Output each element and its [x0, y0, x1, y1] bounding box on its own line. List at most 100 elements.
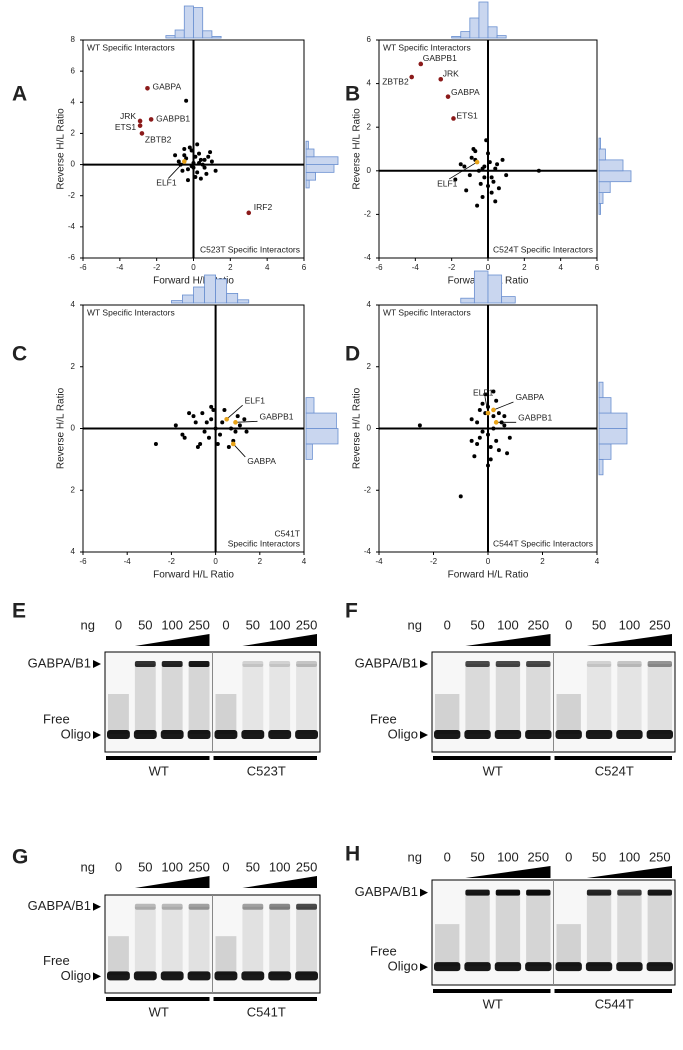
- data-point: [476, 168, 481, 173]
- band-label: Oligo: [61, 726, 91, 741]
- gel-smear: [108, 694, 129, 734]
- data-point: [496, 448, 501, 453]
- annotation: WT Specific Interactors: [87, 42, 175, 52]
- gel-band-free: [160, 971, 184, 981]
- y-histogram-bar: [598, 137, 602, 150]
- x-histogram-bar: [478, 1, 489, 39]
- data-point: [231, 438, 236, 443]
- gel-smear: [215, 694, 237, 734]
- gel-band-free: [241, 730, 265, 739]
- data-point: [494, 398, 499, 403]
- band-arrow: [93, 902, 101, 911]
- data-point: [477, 435, 482, 440]
- y-histogram-bar: [305, 140, 309, 150]
- x-histogram-bar: [215, 278, 228, 304]
- y-histogram-bar: [305, 397, 315, 414]
- y-tick-label: 2: [71, 362, 76, 371]
- group-label: WT: [149, 763, 169, 778]
- annotation: C544T Specific Interactors: [493, 538, 593, 548]
- panel-letter: A: [12, 83, 27, 106]
- gel-band-free: [268, 730, 292, 739]
- y-tick-label: 4: [367, 79, 372, 88]
- labeled-point: [137, 118, 143, 124]
- gel-band-free: [295, 971, 318, 981]
- gel-smear: [526, 892, 551, 967]
- data-point: [200, 411, 205, 416]
- labeled-point: [246, 210, 252, 216]
- gel-smear: [108, 936, 129, 976]
- gel-band-free: [555, 962, 582, 972]
- dose-label: 50: [246, 617, 260, 632]
- gel-band-free: [107, 971, 130, 981]
- dose-label: 0: [565, 617, 572, 632]
- data-point: [206, 435, 211, 440]
- data-point: [480, 166, 485, 171]
- data-point: [198, 176, 203, 181]
- data-point: [220, 420, 225, 425]
- dose-label: 0: [222, 617, 229, 632]
- y-tick-label: -2: [364, 485, 372, 494]
- gel-band-complex: [526, 889, 551, 896]
- labeled-point: [409, 74, 415, 80]
- dose-label: 0: [222, 859, 229, 874]
- y-histogram-bar: [305, 428, 339, 445]
- dose-label: 250: [649, 849, 671, 864]
- dose-label: 0: [444, 617, 451, 632]
- gel-smear: [215, 936, 237, 976]
- labeled-point: [451, 116, 456, 121]
- gel-band-free: [434, 962, 461, 972]
- gel-smear: [526, 664, 551, 734]
- data-point: [193, 154, 198, 159]
- x-tick-label: 2: [258, 557, 263, 566]
- x-tick-label: -6: [79, 263, 87, 272]
- data-point: [475, 203, 480, 208]
- y-histogram-bar: [598, 443, 612, 460]
- gel-band-complex: [188, 661, 210, 667]
- band-label: Oligo: [388, 726, 418, 741]
- x-histogram-bar: [451, 36, 462, 39]
- data-point: [500, 157, 505, 162]
- x-tick-label: 4: [595, 557, 600, 566]
- group-label: C524T: [595, 763, 634, 778]
- data-point: [486, 463, 490, 468]
- dose-unit: ng: [408, 617, 422, 632]
- gel-band-complex: [296, 661, 317, 667]
- y-tick-label: 8: [71, 35, 76, 44]
- x-tick-label: 4: [302, 557, 307, 566]
- band-arrow: [420, 963, 428, 972]
- gel-smear: [134, 664, 156, 734]
- gel-band-free: [133, 730, 157, 739]
- data-point: [182, 435, 187, 440]
- band-arrow: [93, 731, 101, 739]
- band-label: Free: [43, 953, 70, 968]
- dose-wedge: [242, 876, 317, 888]
- gel-band-free: [241, 971, 265, 981]
- x-tick-label: 6: [595, 263, 600, 272]
- data-point: [488, 457, 493, 462]
- x-histogram-bar: [473, 270, 489, 304]
- x-histogram-bar: [487, 274, 503, 304]
- y-tick-label: -6: [68, 253, 76, 262]
- dose-wedge: [465, 634, 551, 646]
- labeled-point: [474, 159, 480, 165]
- data-point: [180, 432, 185, 437]
- panel-letter: C: [12, 343, 27, 366]
- dose-label: 250: [188, 617, 210, 632]
- gel-smear: [269, 906, 291, 976]
- data-point: [233, 429, 238, 434]
- x-axis-label: Forward H/L Ratio: [448, 570, 529, 581]
- y-histogram-bar: [305, 179, 310, 189]
- y-axis-label: Reverse H/L Ratio: [56, 108, 67, 190]
- point-label: JRK: [120, 111, 136, 121]
- labeled-point: [137, 123, 143, 128]
- labeled-point: [224, 416, 229, 422]
- y-tick-label: 0: [71, 160, 76, 169]
- x-axis-label: Forward H/L Ratio: [153, 276, 234, 287]
- gel-band-free: [585, 962, 613, 972]
- data-point: [484, 138, 489, 143]
- x-histogram-bar: [204, 274, 217, 304]
- dose-label: 50: [470, 849, 484, 864]
- y-tick-label: -2: [364, 210, 372, 219]
- gel-smear: [495, 664, 521, 734]
- gel-band-complex: [586, 889, 612, 896]
